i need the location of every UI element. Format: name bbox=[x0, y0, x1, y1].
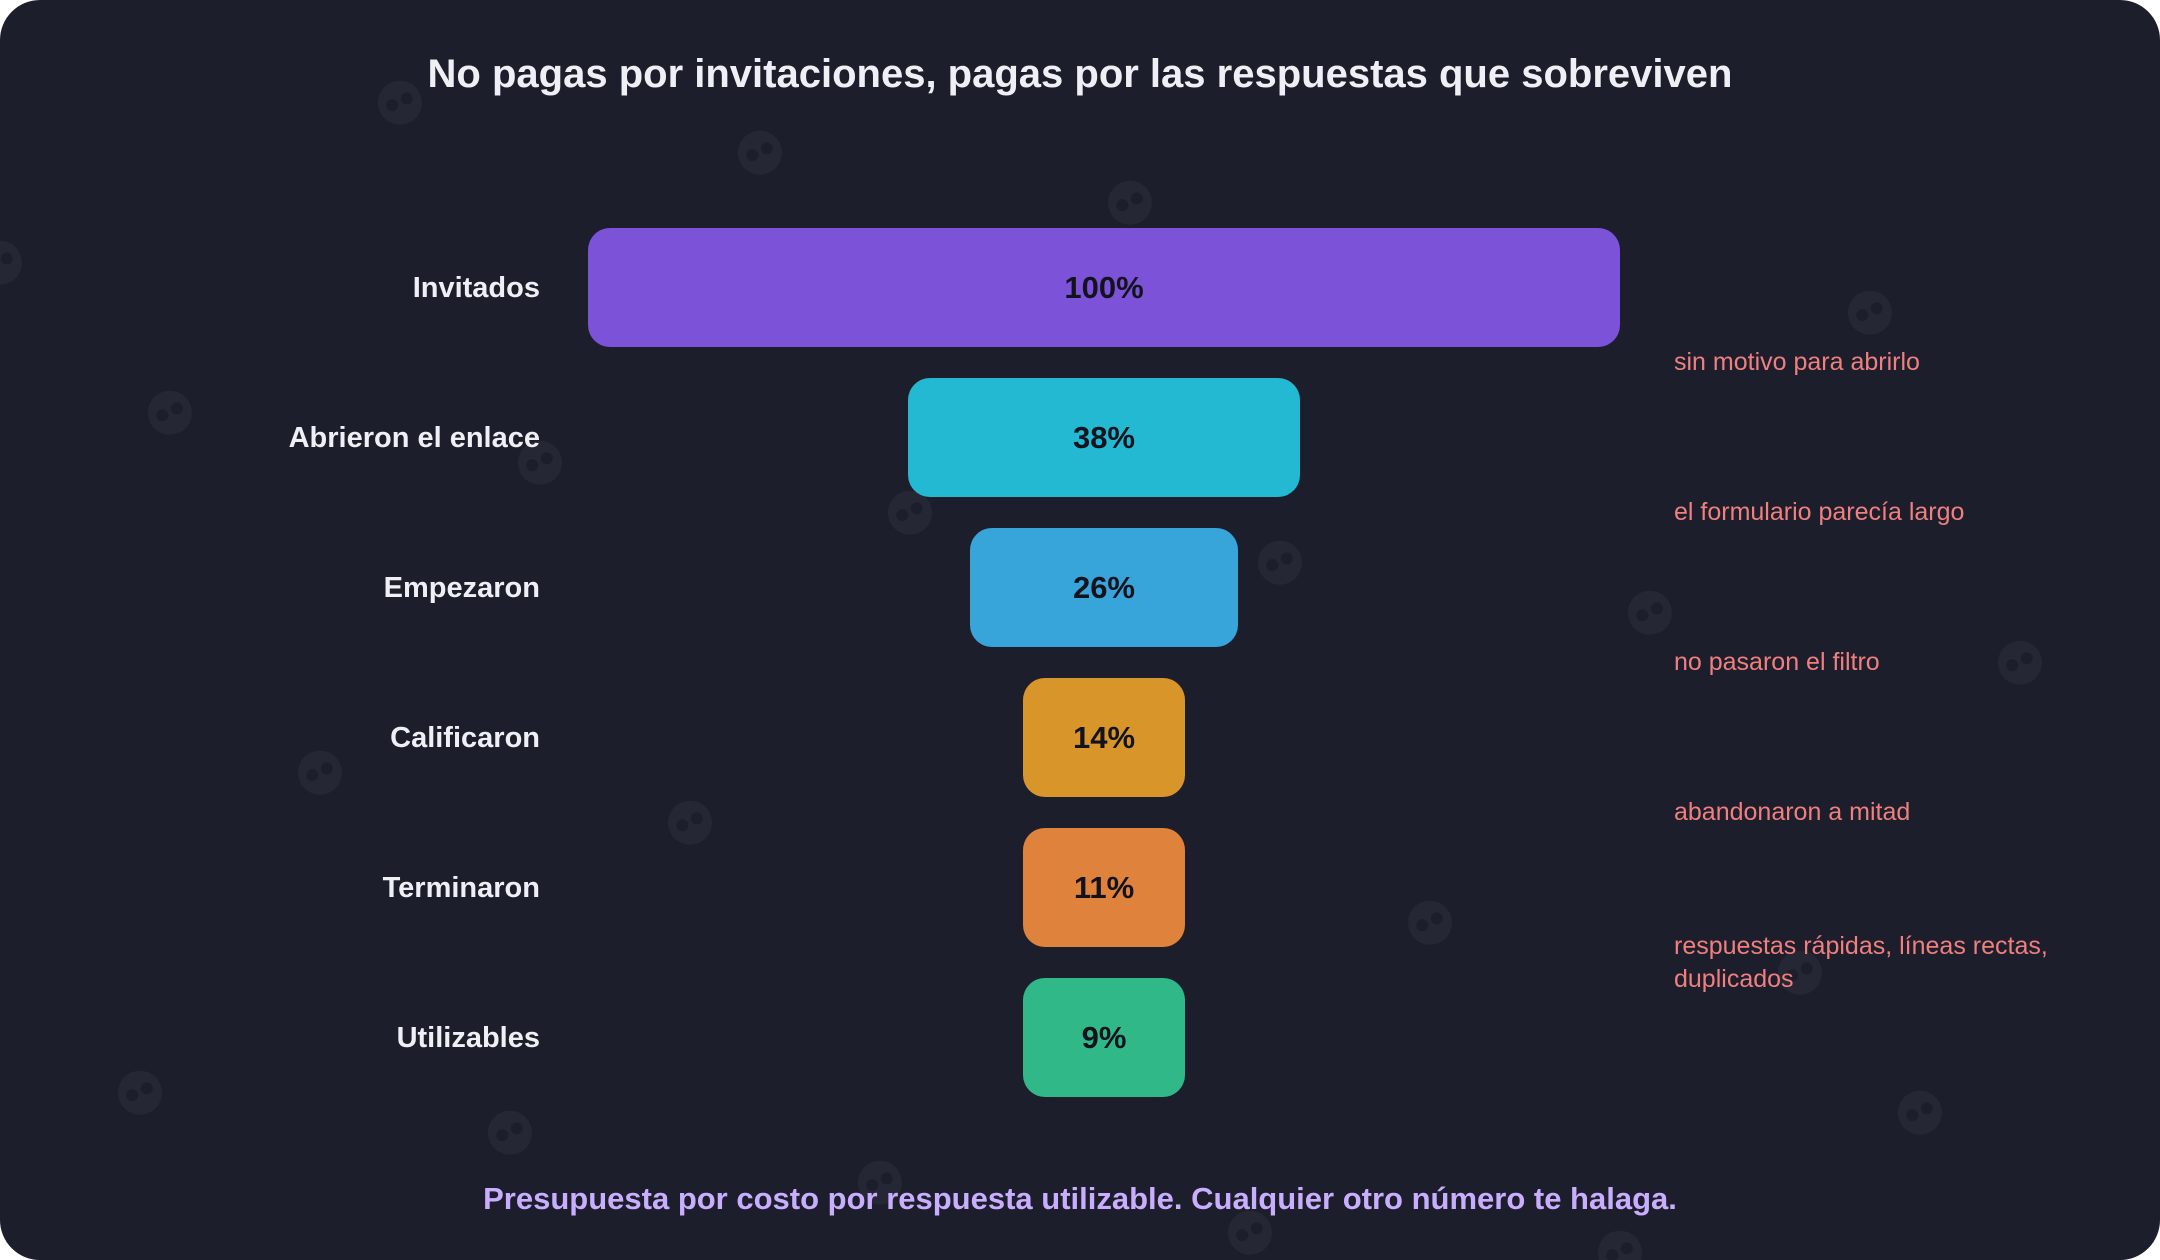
bar-value-label: 26% bbox=[1072, 569, 1135, 605]
stage-label: Utilizables bbox=[396, 1021, 540, 1054]
bar-value-label: 9% bbox=[1081, 1019, 1127, 1055]
stage-label: Invitados bbox=[412, 271, 540, 304]
funnel-bar: 9% bbox=[1023, 978, 1185, 1097]
dropoff-reason: el formulario parecía largo bbox=[1674, 498, 1965, 526]
funnel-bar: 100% bbox=[588, 228, 1620, 347]
dropoff-reason: respuestas rápidas, líneas rectas, dupli… bbox=[1674, 931, 2048, 993]
funnel-bar: 38% bbox=[907, 378, 1301, 497]
dropoff-reason: no pasaron el filtro bbox=[1674, 648, 1880, 676]
funnel-bar: 11% bbox=[1023, 828, 1185, 947]
chart-title: No pagas por invitaciones, pagas por las… bbox=[427, 52, 1733, 96]
stage-label: Terminaron bbox=[382, 871, 540, 904]
bar-value-label: 14% bbox=[1072, 719, 1136, 755]
stage-label: Empezaron bbox=[383, 571, 540, 604]
funnel-bar: 14% bbox=[1023, 678, 1185, 797]
funnel-bar: 26% bbox=[969, 528, 1239, 647]
chart-subtitle: Presupuesta por costo por respuesta util… bbox=[483, 1181, 1677, 1216]
stage-label: Calificaron bbox=[390, 721, 540, 754]
bar-value-label: 38% bbox=[1072, 419, 1135, 455]
stage-label: Abrieron el enlace bbox=[288, 421, 540, 454]
bar-value-label: 11% bbox=[1073, 869, 1135, 905]
bar-value-label: 100% bbox=[1064, 269, 1144, 305]
dropoff-reason: sin motivo para abrirlo bbox=[1674, 348, 1920, 376]
dropoff-reason: abandonaron a mitad bbox=[1674, 798, 1911, 826]
